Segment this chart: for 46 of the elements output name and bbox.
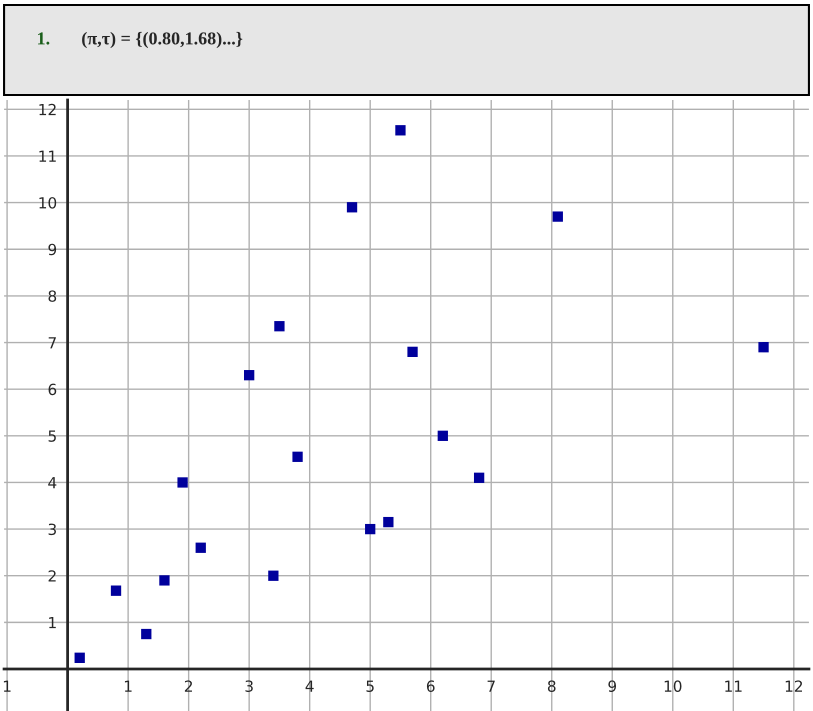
x-tick-label: 2 <box>184 680 192 692</box>
x-tick-label: 9 <box>608 680 616 692</box>
point <box>383 516 394 528</box>
point <box>292 452 303 462</box>
chart-title: (π,τ) = {(0.80,1.68)...} <box>82 32 242 48</box>
x-tick-label: 6 <box>426 680 435 692</box>
x-tick-label: 1 <box>4 680 11 692</box>
x-tick-label: 3 <box>245 680 253 692</box>
x-tick-label: 11 <box>725 680 742 692</box>
text: 1. <box>38 32 50 45</box>
y-tick-label: 9 <box>48 244 56 256</box>
point <box>74 652 85 663</box>
y-tick-label: 2 <box>48 570 56 582</box>
y-tick-label: 8 <box>48 290 56 302</box>
point <box>110 586 122 596</box>
point <box>159 575 170 586</box>
x-tick-label: 8 <box>548 680 556 692</box>
point <box>407 346 418 358</box>
point <box>196 542 206 553</box>
y-tick-label: 11 <box>39 150 56 162</box>
point <box>395 125 406 136</box>
point <box>244 370 254 380</box>
y-tick-label: 1 <box>49 617 56 628</box>
point <box>758 342 769 352</box>
point <box>438 430 448 441</box>
x-tick-label: 4 <box>306 680 314 692</box>
point <box>552 211 563 222</box>
y-tick-label: 4 <box>48 477 56 488</box>
point <box>346 202 358 212</box>
x-tick-label: 12 <box>786 680 802 692</box>
x-tick-label: 5 <box>366 680 374 692</box>
y-tick-label: 12 <box>39 104 56 116</box>
point <box>474 472 484 483</box>
point <box>268 570 279 581</box>
x-tick-label: 7 <box>488 680 495 692</box>
point <box>365 524 376 534</box>
y-tick-label: 3 <box>48 524 56 536</box>
y-tick-label: 5 <box>48 430 56 442</box>
x-tick-label: 1 <box>124 680 132 692</box>
point <box>177 477 188 488</box>
point <box>141 628 152 640</box>
y-tick-label: 7 <box>48 337 56 348</box>
y-tick-label: 10 <box>39 197 56 209</box>
x-tick-label: 10 <box>664 680 682 692</box>
y-tick-label: 6 <box>48 384 56 396</box>
point <box>274 321 285 332</box>
